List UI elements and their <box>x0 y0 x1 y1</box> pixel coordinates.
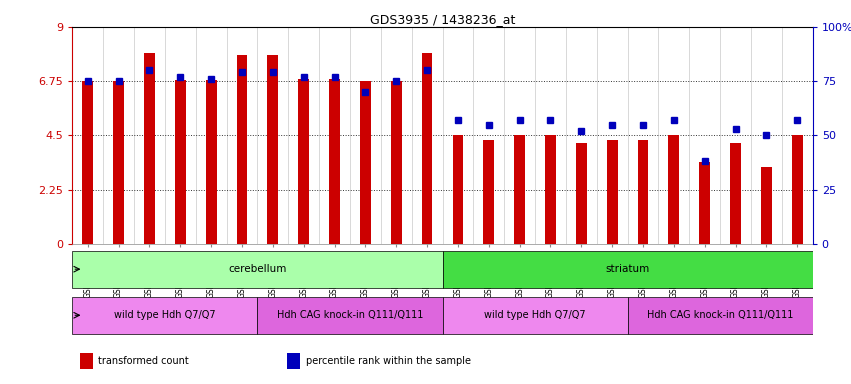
Bar <box>483 140 494 244</box>
Bar <box>443 250 813 288</box>
Bar <box>700 162 710 244</box>
Bar <box>83 81 93 244</box>
Bar <box>607 140 618 244</box>
Bar <box>422 53 432 244</box>
Bar <box>637 140 648 244</box>
Text: wild type Hdh Q7/Q7: wild type Hdh Q7/Q7 <box>484 310 585 320</box>
Text: striatum: striatum <box>606 264 649 274</box>
Text: wild type Hdh Q7/Q7: wild type Hdh Q7/Q7 <box>114 310 215 320</box>
Text: percentile rank within the sample: percentile rank within the sample <box>306 356 471 366</box>
Bar <box>237 55 248 244</box>
Bar <box>80 353 93 369</box>
Bar <box>257 296 443 334</box>
Bar <box>72 250 443 288</box>
Bar <box>267 55 278 244</box>
Bar <box>730 142 741 244</box>
Bar <box>113 81 124 244</box>
Bar <box>72 296 257 334</box>
Bar <box>391 81 402 244</box>
Bar <box>576 142 586 244</box>
Bar <box>514 136 525 244</box>
Bar <box>443 296 627 334</box>
Bar <box>175 80 186 244</box>
Title: GDS3935 / 1438236_at: GDS3935 / 1438236_at <box>370 13 515 26</box>
Bar <box>144 53 155 244</box>
Bar <box>453 136 463 244</box>
Bar <box>329 79 340 244</box>
Bar <box>206 80 216 244</box>
Bar <box>761 167 772 244</box>
Text: Hdh CAG knock-in Q111/Q111: Hdh CAG knock-in Q111/Q111 <box>647 310 793 320</box>
Text: cerebellum: cerebellum <box>228 264 287 274</box>
Bar <box>299 79 309 244</box>
Bar <box>627 296 813 334</box>
Bar <box>792 136 802 244</box>
Text: Hdh CAG knock-in Q111/Q111: Hdh CAG knock-in Q111/Q111 <box>277 310 423 320</box>
Bar <box>360 81 371 244</box>
Bar <box>545 136 556 244</box>
Bar <box>287 353 300 369</box>
Text: transformed count: transformed count <box>98 356 189 366</box>
Bar <box>669 136 679 244</box>
